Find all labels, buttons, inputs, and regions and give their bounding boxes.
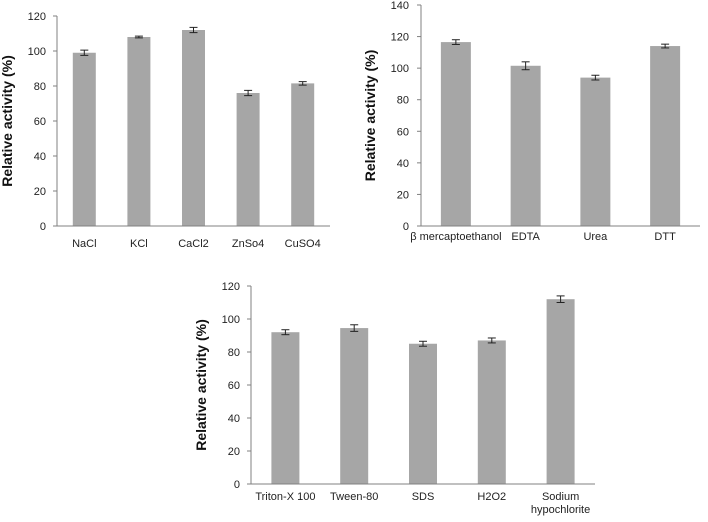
y-tick-label: 20 bbox=[228, 446, 240, 458]
y-axis-title: Relative activity (%) bbox=[193, 319, 209, 451]
y-tick-label: 80 bbox=[397, 95, 409, 107]
bar-sds bbox=[409, 343, 437, 484]
bar-cacl2 bbox=[182, 30, 205, 226]
y-tick-label: 0 bbox=[403, 221, 409, 233]
category-label: CuSO4 bbox=[285, 238, 321, 250]
bar-sodium-hypochlorite bbox=[546, 299, 575, 484]
y-tick-label: 0 bbox=[40, 221, 46, 233]
category-label: NaCl bbox=[72, 238, 96, 250]
bar-dtt bbox=[650, 46, 681, 226]
bar-kcl bbox=[127, 37, 151, 226]
y-tick-label: 0 bbox=[234, 479, 240, 491]
y-axis-title: Relative activity (%) bbox=[0, 55, 15, 187]
y-tick-label: 40 bbox=[228, 413, 240, 425]
y-tick-label: 100 bbox=[222, 314, 240, 326]
y-tick-label: 40 bbox=[34, 151, 46, 163]
chart-1: 0 20 40 60 80 100 120 NaCl KCl CaCl2 ZnSo4 CuSO4 Rel… bbox=[0, 11, 330, 250]
category-label: Sodium hypochlorite bbox=[531, 491, 590, 516]
y-tick-label: 60 bbox=[34, 116, 46, 128]
category-label: H2O2 bbox=[477, 491, 506, 503]
bar-triton-x-100 bbox=[271, 332, 300, 484]
category-label: Urea bbox=[583, 231, 608, 243]
chart-2: 0 20 40 60 80 100 120 140 β mercaptoethanol EDTA U… bbox=[362, 0, 700, 243]
bar-znso4 bbox=[236, 93, 260, 226]
bar-nacl bbox=[72, 52, 96, 226]
bar-tween-80 bbox=[340, 328, 369, 484]
bar--mercaptoethanol bbox=[440, 42, 471, 226]
y-tick-label: 140 bbox=[391, 0, 409, 12]
category-label: CaCl2 bbox=[178, 238, 209, 250]
chart-3: 0 20 40 60 80 100 120 Triton-X 100 Tween-80 SDS H2… bbox=[193, 281, 595, 516]
bar-urea bbox=[580, 77, 611, 226]
category-label: β mercaptoethanol bbox=[410, 231, 501, 243]
category-label: ZnSo4 bbox=[232, 238, 264, 250]
category-label: DTT bbox=[654, 231, 676, 243]
y-tick-label: 100 bbox=[391, 63, 409, 75]
y-tick-label: 20 bbox=[34, 186, 46, 198]
y-tick-label: 120 bbox=[28, 11, 46, 23]
bar-cuso4 bbox=[291, 83, 315, 226]
y-axis-title: Relative activity (%) bbox=[362, 50, 378, 182]
y-tick-label: 60 bbox=[228, 380, 240, 392]
category-label: Triton-X 100 bbox=[255, 491, 315, 503]
y-tick-label: 60 bbox=[397, 126, 409, 138]
category-label: KCl bbox=[130, 238, 148, 250]
bar-h2o2 bbox=[477, 340, 506, 484]
category-label: Tween-80 bbox=[330, 491, 378, 503]
y-tick-label: 80 bbox=[228, 347, 240, 359]
y-tick-label: 20 bbox=[397, 189, 409, 201]
y-tick-label: 100 bbox=[28, 46, 46, 58]
category-label: SDS bbox=[412, 491, 435, 503]
y-tick-label: 80 bbox=[34, 81, 46, 93]
y-tick-label: 120 bbox=[391, 32, 409, 44]
y-tick-label: 120 bbox=[222, 281, 240, 293]
bar-edta bbox=[510, 65, 541, 227]
y-tick-label: 40 bbox=[397, 158, 409, 170]
category-label: EDTA bbox=[511, 231, 540, 243]
